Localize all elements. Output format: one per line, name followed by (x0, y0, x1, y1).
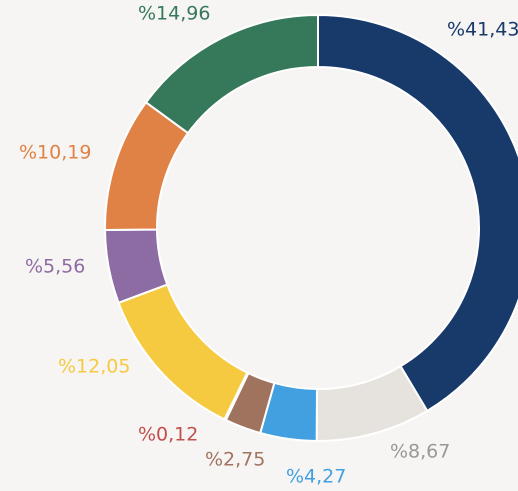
donut-slice (317, 13, 518, 413)
donut-slice (144, 13, 319, 135)
data-label: %10,19 (19, 142, 91, 164)
data-label: %0,12 (138, 424, 198, 446)
data-label: %8,67 (390, 441, 450, 463)
data-label: %2,75 (205, 449, 265, 471)
data-label: %14,96 (138, 3, 210, 25)
data-label: %12,05 (58, 356, 130, 378)
data-label: %5,56 (25, 256, 85, 278)
data-label: %4,27 (286, 466, 346, 488)
data-label: %41,43 (447, 19, 518, 41)
